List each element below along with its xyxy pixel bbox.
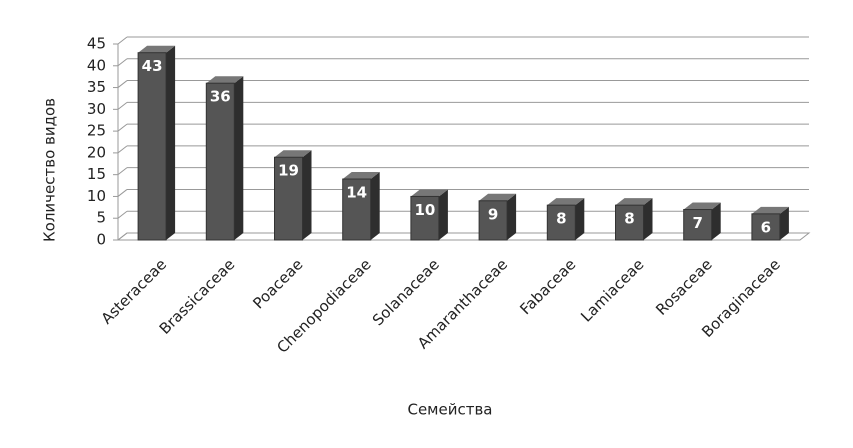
bar-top	[274, 150, 312, 158]
y-tick-label: 15	[87, 165, 106, 183]
bar	[342, 178, 372, 241]
x-tick-label: Fabaceae	[516, 255, 579, 318]
bar-top	[342, 172, 380, 180]
bar	[478, 200, 508, 241]
x-tick-label: Poaceae	[249, 255, 306, 312]
y-tick-label: 45	[87, 35, 106, 53]
bar-side	[779, 206, 789, 240]
bar	[546, 204, 576, 241]
wall-line	[117, 58, 128, 67]
bar	[137, 52, 167, 241]
wall-line	[117, 167, 128, 176]
bar-top	[683, 202, 721, 210]
bar	[615, 204, 644, 241]
bar	[274, 156, 303, 241]
y-tick-label: 5	[96, 209, 106, 227]
bar-side	[507, 193, 517, 240]
y-tick-label: 40	[87, 56, 106, 74]
wall-line	[117, 189, 128, 197]
y-tick-label: 30	[87, 100, 106, 118]
bar-top	[479, 193, 517, 201]
x-tick-label: Lamiaceae	[577, 255, 647, 325]
y-axis-title: Количество видов	[41, 98, 59, 242]
bar	[751, 213, 781, 241]
value-label: 14	[346, 184, 367, 202]
y-tick-label: 20	[87, 143, 106, 161]
bar-top	[547, 198, 585, 206]
wall-line	[117, 36, 128, 45]
y-tick-label: 35	[87, 78, 106, 96]
value-label: 19	[278, 162, 299, 180]
bar-side	[575, 198, 585, 240]
wall-line	[117, 80, 128, 88]
y-tick-label: 25	[87, 122, 106, 140]
wall-line	[117, 232, 128, 241]
bar-side	[643, 198, 653, 240]
value-label: 10	[414, 201, 435, 219]
y-tick-label: 0	[96, 231, 106, 249]
wall-line	[117, 123, 128, 132]
bar-top	[206, 76, 244, 84]
bar-top	[751, 206, 789, 214]
x-tick-label: Rosaceae	[652, 255, 716, 319]
bar-top	[410, 189, 448, 197]
bar	[410, 195, 440, 241]
bar-side	[711, 202, 721, 240]
wall-line	[117, 210, 128, 219]
x-axis-title: Семейства	[407, 401, 492, 419]
value-label: 7	[692, 214, 702, 232]
bar-side	[166, 45, 176, 240]
wall-line	[117, 145, 128, 154]
y-tick-label: 10	[87, 187, 106, 205]
value-label: 8	[624, 210, 634, 228]
bar-side	[438, 189, 448, 240]
wall-line	[117, 101, 128, 110]
bar-side	[302, 150, 312, 240]
x-tick-label: Solanaceae	[369, 255, 443, 329]
value-label: 8	[556, 210, 566, 228]
bar	[683, 209, 713, 241]
bar	[205, 82, 235, 241]
value-label: 6	[761, 218, 771, 236]
bar-top	[138, 45, 176, 53]
value-label: 43	[142, 57, 163, 75]
bar-top	[615, 198, 653, 206]
value-label: 9	[488, 205, 498, 223]
bar-side	[234, 76, 244, 240]
value-label: 36	[210, 88, 231, 106]
x-tick-label: Asteraceae	[98, 255, 170, 327]
bar-side	[370, 172, 380, 240]
